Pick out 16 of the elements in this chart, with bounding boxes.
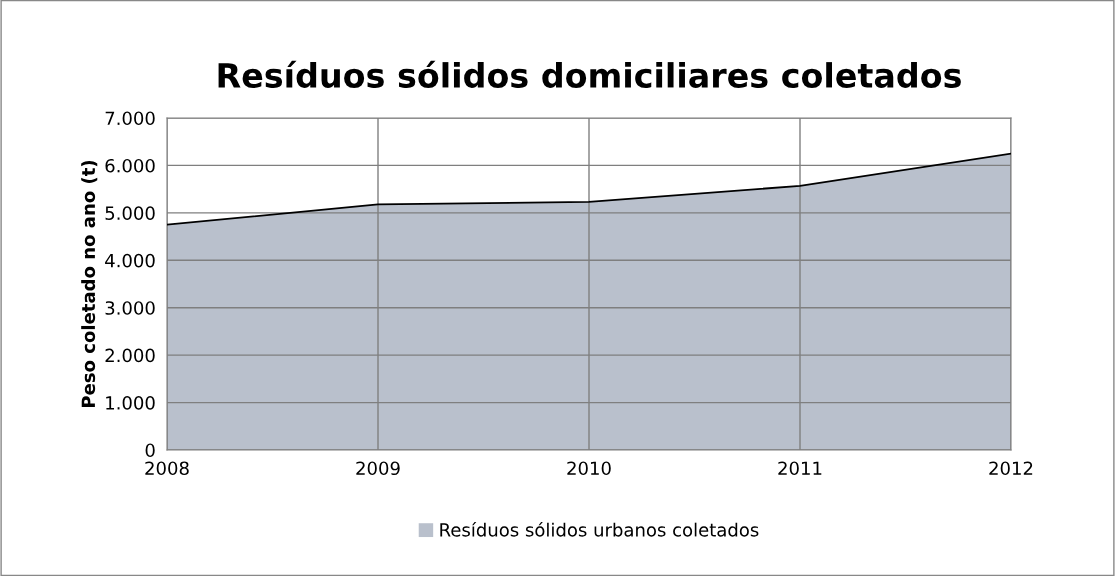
y-axis-title: Peso coletado no ano (t) bbox=[81, 160, 98, 407]
legend-label: Resíduos sólidos urbanos coletados bbox=[440, 521, 759, 537]
y-tick-label: 0 bbox=[145, 443, 155, 458]
y-tick-label: 4.000 bbox=[105, 253, 155, 268]
y-tick-label: 5.000 bbox=[105, 206, 155, 220]
x-tick-label: 2010 bbox=[567, 461, 611, 476]
y-tick-label: 3.000 bbox=[105, 301, 155, 315]
y-tick-label: 6.000 bbox=[105, 158, 155, 173]
y-tick-label: 1.000 bbox=[106, 396, 155, 410]
chart-title: Resíduos sólidos domiciliares coletados bbox=[218, 60, 961, 88]
y-tick-label: 7.000 bbox=[105, 111, 155, 126]
x-tick-label: 2009 bbox=[356, 461, 400, 476]
y-tick-label: 2.000 bbox=[105, 348, 155, 363]
x-tick-label: 2011 bbox=[778, 461, 822, 476]
x-tick-label: 2008 bbox=[145, 461, 189, 476]
x-tick-label: 2012 bbox=[989, 461, 1033, 476]
